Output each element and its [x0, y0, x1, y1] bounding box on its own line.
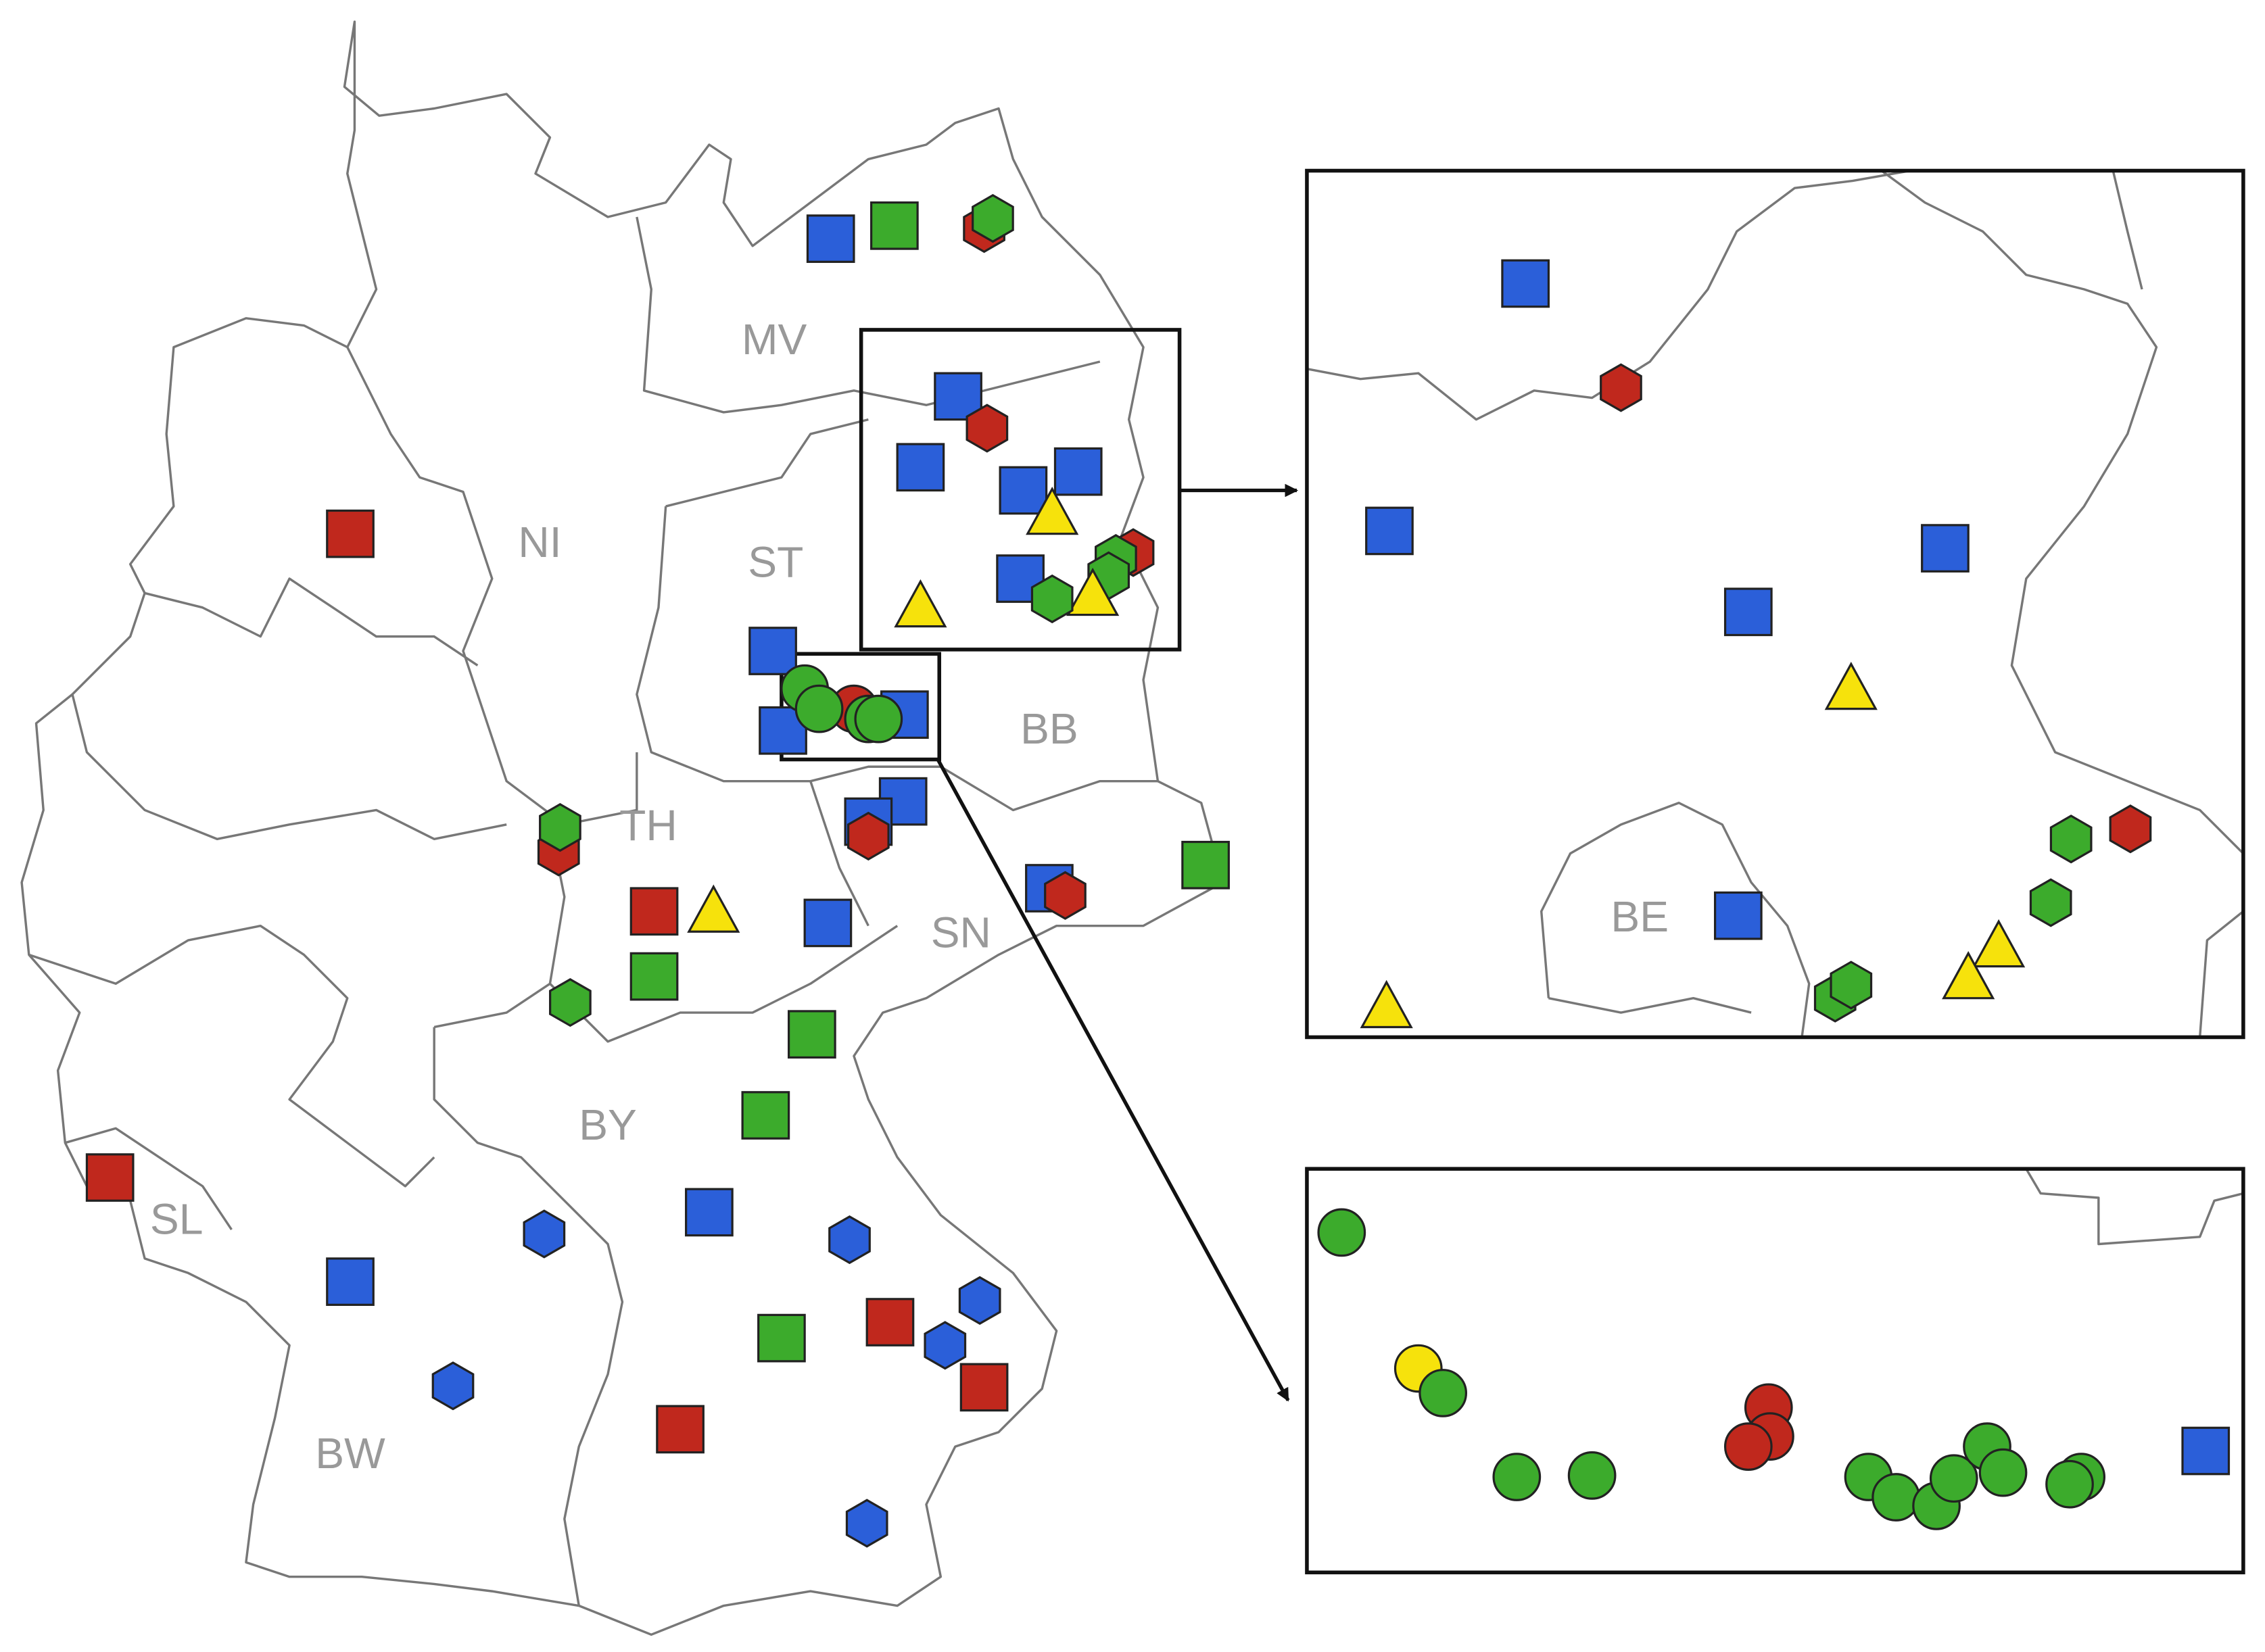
square-marker: [1713, 891, 1763, 940]
square-marker: [629, 952, 679, 1001]
region-label: BE: [1611, 892, 1669, 941]
square-marker: [999, 466, 1048, 515]
region-label: SN: [931, 908, 991, 957]
markers: [85, 194, 2231, 1548]
triangle-marker: [894, 579, 947, 628]
circle-marker: [1978, 1448, 2028, 1497]
hexagon-marker: [539, 803, 581, 852]
square-marker: [2181, 1426, 2231, 1476]
hexagon-marker: [2029, 878, 2072, 927]
triangle-marker: [1066, 567, 1120, 616]
region-label: BW: [315, 1429, 385, 1478]
triangle-marker: [1942, 950, 1995, 1000]
hexagon-marker: [2049, 815, 2093, 864]
square-marker: [1181, 840, 1230, 890]
hexagon-marker: [972, 194, 1014, 243]
square-marker: [959, 1363, 1009, 1412]
circle-marker: [1492, 1453, 1542, 1501]
square-marker: [865, 1298, 915, 1346]
hexagon-marker: [924, 1321, 967, 1370]
square-marker: [1921, 524, 1970, 573]
square-marker: [1365, 506, 1414, 556]
circle-marker: [1871, 1473, 1921, 1522]
region-label: MV: [742, 315, 807, 364]
square-marker: [1723, 587, 1773, 637]
hexagon-marker: [965, 404, 1009, 453]
square-marker: [656, 1405, 705, 1454]
triangle-marker: [1360, 979, 1413, 1029]
square-marker: [757, 1313, 806, 1363]
square-marker: [685, 1188, 734, 1237]
circle-marker: [1317, 1208, 1366, 1257]
hexagon-marker: [1600, 363, 1642, 412]
circle-marker: [1723, 1422, 1773, 1471]
arrow: [936, 758, 1290, 1401]
hexagon-marker: [1830, 961, 1873, 1010]
region-label: BY: [579, 1100, 637, 1149]
hexagon-marker: [549, 977, 592, 1027]
hexagon-marker: [847, 811, 890, 861]
region-label: ST: [748, 538, 803, 587]
hexagon-marker: [523, 1209, 566, 1259]
hexagon-marker: [1030, 574, 1074, 624]
country-outline: [20, 20, 1224, 1636]
circle-marker: [854, 694, 903, 744]
hexagon-marker: [958, 1276, 1001, 1326]
zoom-borders: [2025, 1169, 2243, 1246]
zoom-panel: [1305, 168, 2245, 1040]
square-marker: [788, 1010, 836, 1059]
square-marker: [741, 1091, 790, 1140]
square-marker: [870, 201, 919, 250]
circle-marker: [794, 684, 844, 733]
hexagon-marker: [1044, 871, 1087, 920]
square-marker: [896, 443, 945, 492]
region-label: NI: [518, 518, 561, 566]
region-labels: MV NI ST BB TH SN BY SL BW BE: [150, 315, 1669, 1478]
triangle-marker: [1026, 487, 1079, 535]
square-marker: [85, 1153, 135, 1202]
square-marker: [803, 898, 853, 948]
hexagon-marker: [2109, 804, 2152, 854]
circle-marker: [2045, 1459, 2094, 1509]
square-marker: [629, 887, 679, 936]
zoom-frames: [780, 168, 2245, 1575]
hexagon-marker: [845, 1499, 888, 1548]
zoom-borders: [1306, 170, 2243, 1038]
square-marker: [748, 627, 797, 675]
triangle-marker: [1824, 661, 1878, 710]
hexagon-marker: [431, 1361, 475, 1411]
square-marker: [326, 1257, 375, 1306]
region-label: SL: [150, 1194, 204, 1243]
circle-marker: [1929, 1454, 1978, 1503]
circle-marker: [1567, 1451, 1617, 1500]
circle-marker: [1418, 1369, 1468, 1417]
square-marker: [326, 509, 375, 558]
triangle-marker: [687, 884, 740, 933]
region-label: BB: [1020, 704, 1078, 753]
region-label: TH: [619, 801, 677, 850]
square-marker: [1501, 259, 1550, 308]
square-marker: [806, 214, 855, 263]
triangle-marker: [1972, 919, 2026, 968]
zoom-panel: [1305, 1167, 2245, 1575]
square-marker: [996, 554, 1045, 603]
square-marker: [1053, 447, 1103, 496]
hexagon-marker: [828, 1215, 871, 1265]
